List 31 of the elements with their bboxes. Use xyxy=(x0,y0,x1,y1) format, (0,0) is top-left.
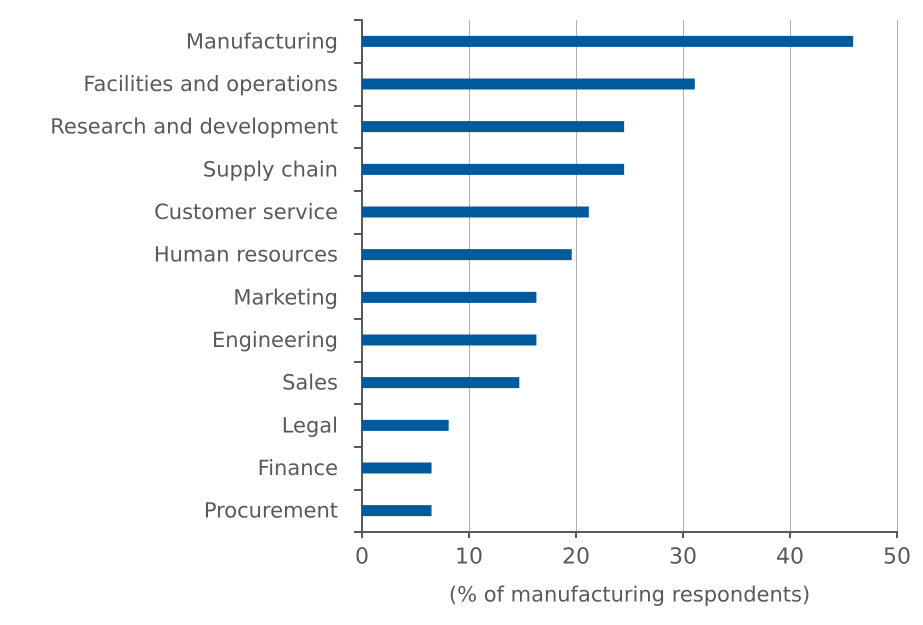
y-tick-label: Legal xyxy=(282,413,338,438)
bar xyxy=(362,505,432,516)
y-tick-label: Supply chain xyxy=(202,157,338,182)
y-tick-label: Human resources xyxy=(154,242,338,267)
bar xyxy=(362,292,536,303)
bar xyxy=(362,462,432,474)
y-tick-label: Marketing xyxy=(233,285,338,310)
bar xyxy=(362,36,854,47)
bar xyxy=(362,249,572,260)
x-axis-title: (% of manufacturing respondents) xyxy=(448,582,810,606)
bar xyxy=(362,377,520,388)
y-tick-label: Manufacturing xyxy=(186,29,338,54)
x-tick-label: 20 xyxy=(562,544,590,570)
y-tick-label: Finance xyxy=(258,456,338,480)
y-tick-label: Customer service xyxy=(154,200,338,224)
bar xyxy=(362,164,624,175)
bar xyxy=(362,78,695,90)
bar xyxy=(362,334,536,346)
x-tick-label: 40 xyxy=(776,544,804,570)
y-tick-label: Engineering xyxy=(212,328,338,352)
x-tick-label: 10 xyxy=(455,544,483,570)
bar xyxy=(362,420,449,431)
x-tick-label: 30 xyxy=(669,544,697,570)
y-tick-label: Sales xyxy=(282,370,338,395)
y-tick-label: Procurement xyxy=(204,498,338,523)
y-tick-label: Research and development xyxy=(50,114,338,139)
x-tick-label: 50 xyxy=(883,544,911,570)
bar xyxy=(362,121,624,132)
y-tick-label: Facilities and operations xyxy=(83,72,338,96)
bar xyxy=(362,206,589,218)
x-tick-label: 0 xyxy=(355,544,369,570)
